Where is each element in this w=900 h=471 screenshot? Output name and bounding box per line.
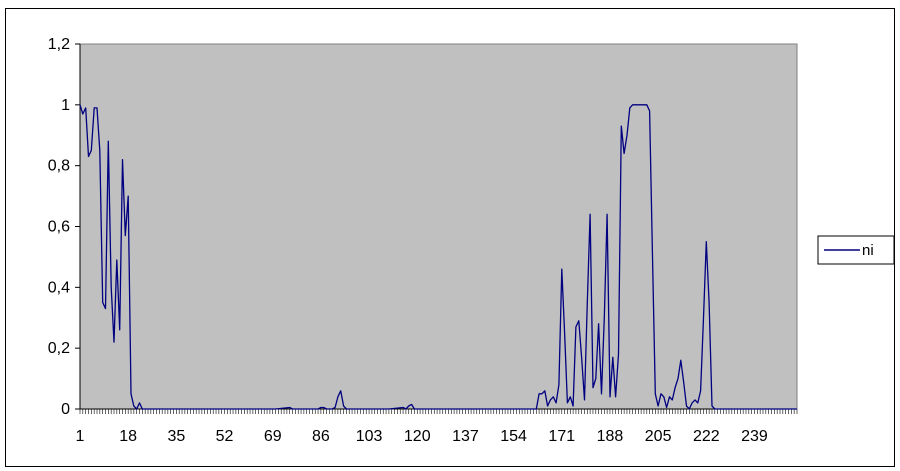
y-tick-label: 0,2 [48, 340, 70, 357]
x-axis: 1 18 35 52 69 86 103 120 137 154 171 188 205 222 239 [76, 408, 798, 445]
x-tick-label: 137 [452, 428, 479, 445]
y-tick-label: 1,2 [48, 36, 70, 53]
x-tick-label: 154 [500, 428, 527, 445]
x-tick-label: 205 [645, 428, 672, 445]
legend: ni [817, 235, 895, 265]
y-tick-label: 1 [61, 97, 70, 114]
y-tick-label: 0,6 [48, 219, 70, 236]
series-layer [79, 104, 797, 410]
x-tick-label: 52 [216, 428, 234, 445]
y-axis: 0 0,2 0,4 0,6 0,8 1 1,2 [48, 36, 81, 418]
x-tick-label: 171 [548, 428, 575, 445]
x-tick-label: 35 [167, 428, 185, 445]
y-tick-label: 0,4 [48, 279, 70, 296]
x-tick-label: 103 [356, 428, 383, 445]
x-tick-label: 69 [264, 428, 282, 445]
x-tick-label: 188 [597, 428, 624, 445]
x-tick-label: 1 [76, 428, 85, 445]
series-line-ni [79, 104, 797, 410]
y-tick-label: 0 [61, 401, 70, 418]
plot-area [79, 43, 798, 410]
legend-label: ni [862, 242, 874, 259]
x-tick-label: 222 [693, 428, 720, 445]
x-tick-label: 18 [119, 428, 137, 445]
y-tick-label: 0,8 [48, 158, 70, 175]
x-tick-label: 120 [404, 428, 431, 445]
x-tick-label: 86 [312, 428, 330, 445]
x-tick-label: 239 [741, 428, 768, 445]
